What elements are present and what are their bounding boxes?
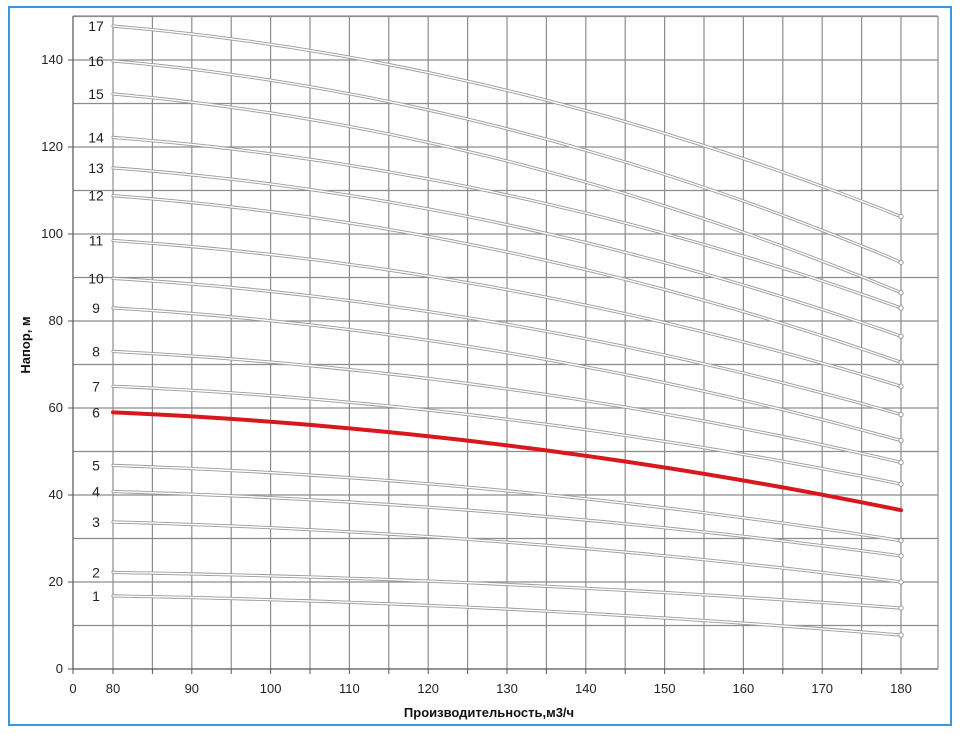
x-tick-label: 180 (890, 681, 912, 696)
x-tick-label: 110 (339, 681, 360, 696)
curves (111, 24, 904, 638)
curve-3-endpoint (898, 579, 904, 585)
x-tick-label: 150 (654, 681, 676, 696)
curve-11-endpoint (898, 383, 904, 389)
grid (73, 15, 938, 669)
curve-10-core (112, 277, 902, 416)
curve-label-8: 8 (92, 343, 100, 359)
curve-14-core (112, 136, 902, 309)
curve-label-14: 14 (88, 129, 104, 145)
chart-frame (8, 6, 952, 726)
curve-label-17: 17 (88, 18, 104, 34)
curve-15-core (112, 93, 902, 294)
y-tick-label: 120 (41, 139, 63, 154)
x-tick-label: 160 (733, 681, 755, 696)
curve-label-9: 9 (92, 300, 100, 316)
curve-5-core (112, 464, 902, 542)
curve-16-core (112, 60, 902, 263)
curve-label-4: 4 (92, 484, 100, 500)
curve-label-3: 3 (92, 514, 100, 530)
curve-2-core (112, 571, 902, 609)
curve-8-core (112, 350, 902, 464)
y-tick-label: 60 (49, 400, 63, 415)
curve-7-core (112, 385, 902, 485)
curve-11-core (112, 239, 902, 387)
x-tick-label: 120 (417, 681, 439, 696)
x-tick-label: 90 (185, 681, 199, 696)
x-tick-label: 0 (69, 681, 76, 696)
curve-label-16: 16 (88, 53, 104, 69)
curve-label-5: 5 (92, 457, 100, 473)
curve-2-endpoint (898, 605, 904, 611)
curve-6 (111, 410, 903, 513)
curve-10-endpoint (898, 411, 904, 418)
curve-12-core (112, 195, 902, 363)
x-tick-label: 170 (811, 681, 833, 696)
curve-4-core (112, 490, 902, 557)
curve-15-endpoint (898, 290, 904, 296)
y-tick-label: 40 (49, 487, 63, 502)
x-tick-label: 140 (575, 681, 597, 696)
curve-9-endpoint (898, 437, 904, 444)
x-tick-labels: 0 80 90 100 110 120 130 140 150 160 170 180 (69, 681, 911, 696)
y-axis-title: Напор, м (18, 316, 33, 373)
curve-5-endpoint (898, 537, 904, 544)
curve-12-endpoint (898, 359, 904, 366)
curve-4-endpoint (898, 553, 904, 559)
curve-1-core (112, 595, 902, 636)
y-tick-label: 100 (41, 226, 63, 241)
curve-14-endpoint (898, 305, 904, 311)
curve-label-7: 7 (92, 378, 100, 394)
curve-label-11: 11 (89, 233, 104, 249)
curve-9-core (112, 307, 902, 442)
y-tick-label: 20 (49, 574, 63, 589)
curve-label-6: 6 (92, 404, 100, 420)
curve-3-core (112, 521, 902, 583)
axes (68, 15, 939, 674)
curve-label-12: 12 (88, 188, 104, 204)
y-tick-labels: 0 20 40 60 80 100 120 140 (41, 52, 63, 676)
x-tick-label: 130 (496, 681, 518, 696)
curve-7-endpoint (898, 481, 904, 487)
curve-label-1: 1 (92, 588, 100, 604)
curve-label-15: 15 (88, 86, 104, 102)
curve-1-endpoint (898, 632, 904, 638)
curve-17-endpoint (898, 213, 904, 220)
curve-16-endpoint (898, 259, 904, 265)
x-axis-title: Производительность,м3/ч (404, 705, 574, 720)
curve-label-2: 2 (92, 564, 100, 580)
x-tick-label: 100 (260, 681, 282, 696)
curve-label-13: 13 (88, 160, 104, 176)
curve-8-endpoint (898, 459, 904, 466)
curve-13-core (112, 167, 902, 337)
y-tick-label: 140 (41, 52, 63, 67)
x-tick-label: 80 (106, 681, 120, 696)
y-tick-label: 80 (49, 313, 63, 328)
curve-17-core (112, 25, 902, 218)
curve-label-10: 10 (88, 270, 104, 286)
y-tick-label: 0 (56, 661, 63, 676)
curve-13-endpoint (898, 333, 904, 339)
